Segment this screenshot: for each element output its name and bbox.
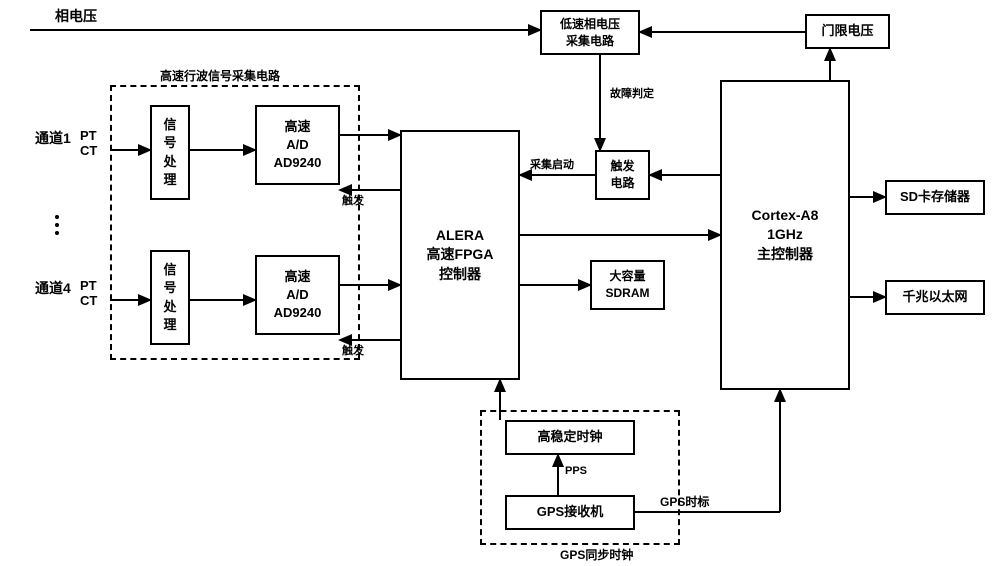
pps-label: PPS bbox=[565, 465, 587, 477]
channel-ellipsis bbox=[55, 215, 59, 235]
trigger-circuit-block: 触发 电路 bbox=[595, 150, 650, 200]
trigger-label-1: 触发 bbox=[342, 192, 364, 208]
hs-ad-1: 高速 A/D AD9240 bbox=[255, 105, 340, 185]
fault-judge-label: 故障判定 bbox=[610, 85, 654, 101]
hs-ad-2: 高速 A/D AD9240 bbox=[255, 255, 340, 335]
mcu-block: Cortex-A8 1GHz 主控制器 bbox=[720, 80, 850, 390]
acq-start-label: 采集启动 bbox=[530, 156, 574, 172]
signal-proc-2: 信 号 处 理 bbox=[150, 250, 190, 345]
sd-block: SD卡存储器 bbox=[885, 180, 985, 215]
ethernet-block: 千兆以太网 bbox=[885, 280, 985, 315]
channel1-label: 通道1 bbox=[35, 128, 71, 148]
gps-rx-block: GPS接收机 bbox=[505, 495, 635, 530]
gps-timestamp-label: GPS时标 bbox=[660, 493, 709, 510]
trigger-label-2: 触发 bbox=[342, 342, 364, 358]
ptct-1-label: PT CT bbox=[80, 128, 97, 158]
lv-circuit-block: 低速相电压 采集电路 bbox=[540, 10, 640, 55]
hs-tw-group-label: 高速行波信号采集电路 bbox=[160, 67, 280, 84]
gps-clock-group-label: GPS同步时钟 bbox=[560, 546, 633, 563]
hi-clock-block: 高稳定时钟 bbox=[505, 420, 635, 455]
ptct-4-label: PT CT bbox=[80, 278, 97, 308]
sdram-block: 大容量 SDRAM bbox=[590, 260, 665, 310]
fpga-block: ALERA 高速FPGA 控制器 bbox=[400, 130, 520, 380]
phase-voltage-label: 相电压 bbox=[55, 6, 97, 26]
threshold-block: 门限电压 bbox=[805, 14, 890, 49]
channel4-label: 通道4 bbox=[35, 278, 71, 298]
signal-proc-1: 信 号 处 理 bbox=[150, 105, 190, 200]
